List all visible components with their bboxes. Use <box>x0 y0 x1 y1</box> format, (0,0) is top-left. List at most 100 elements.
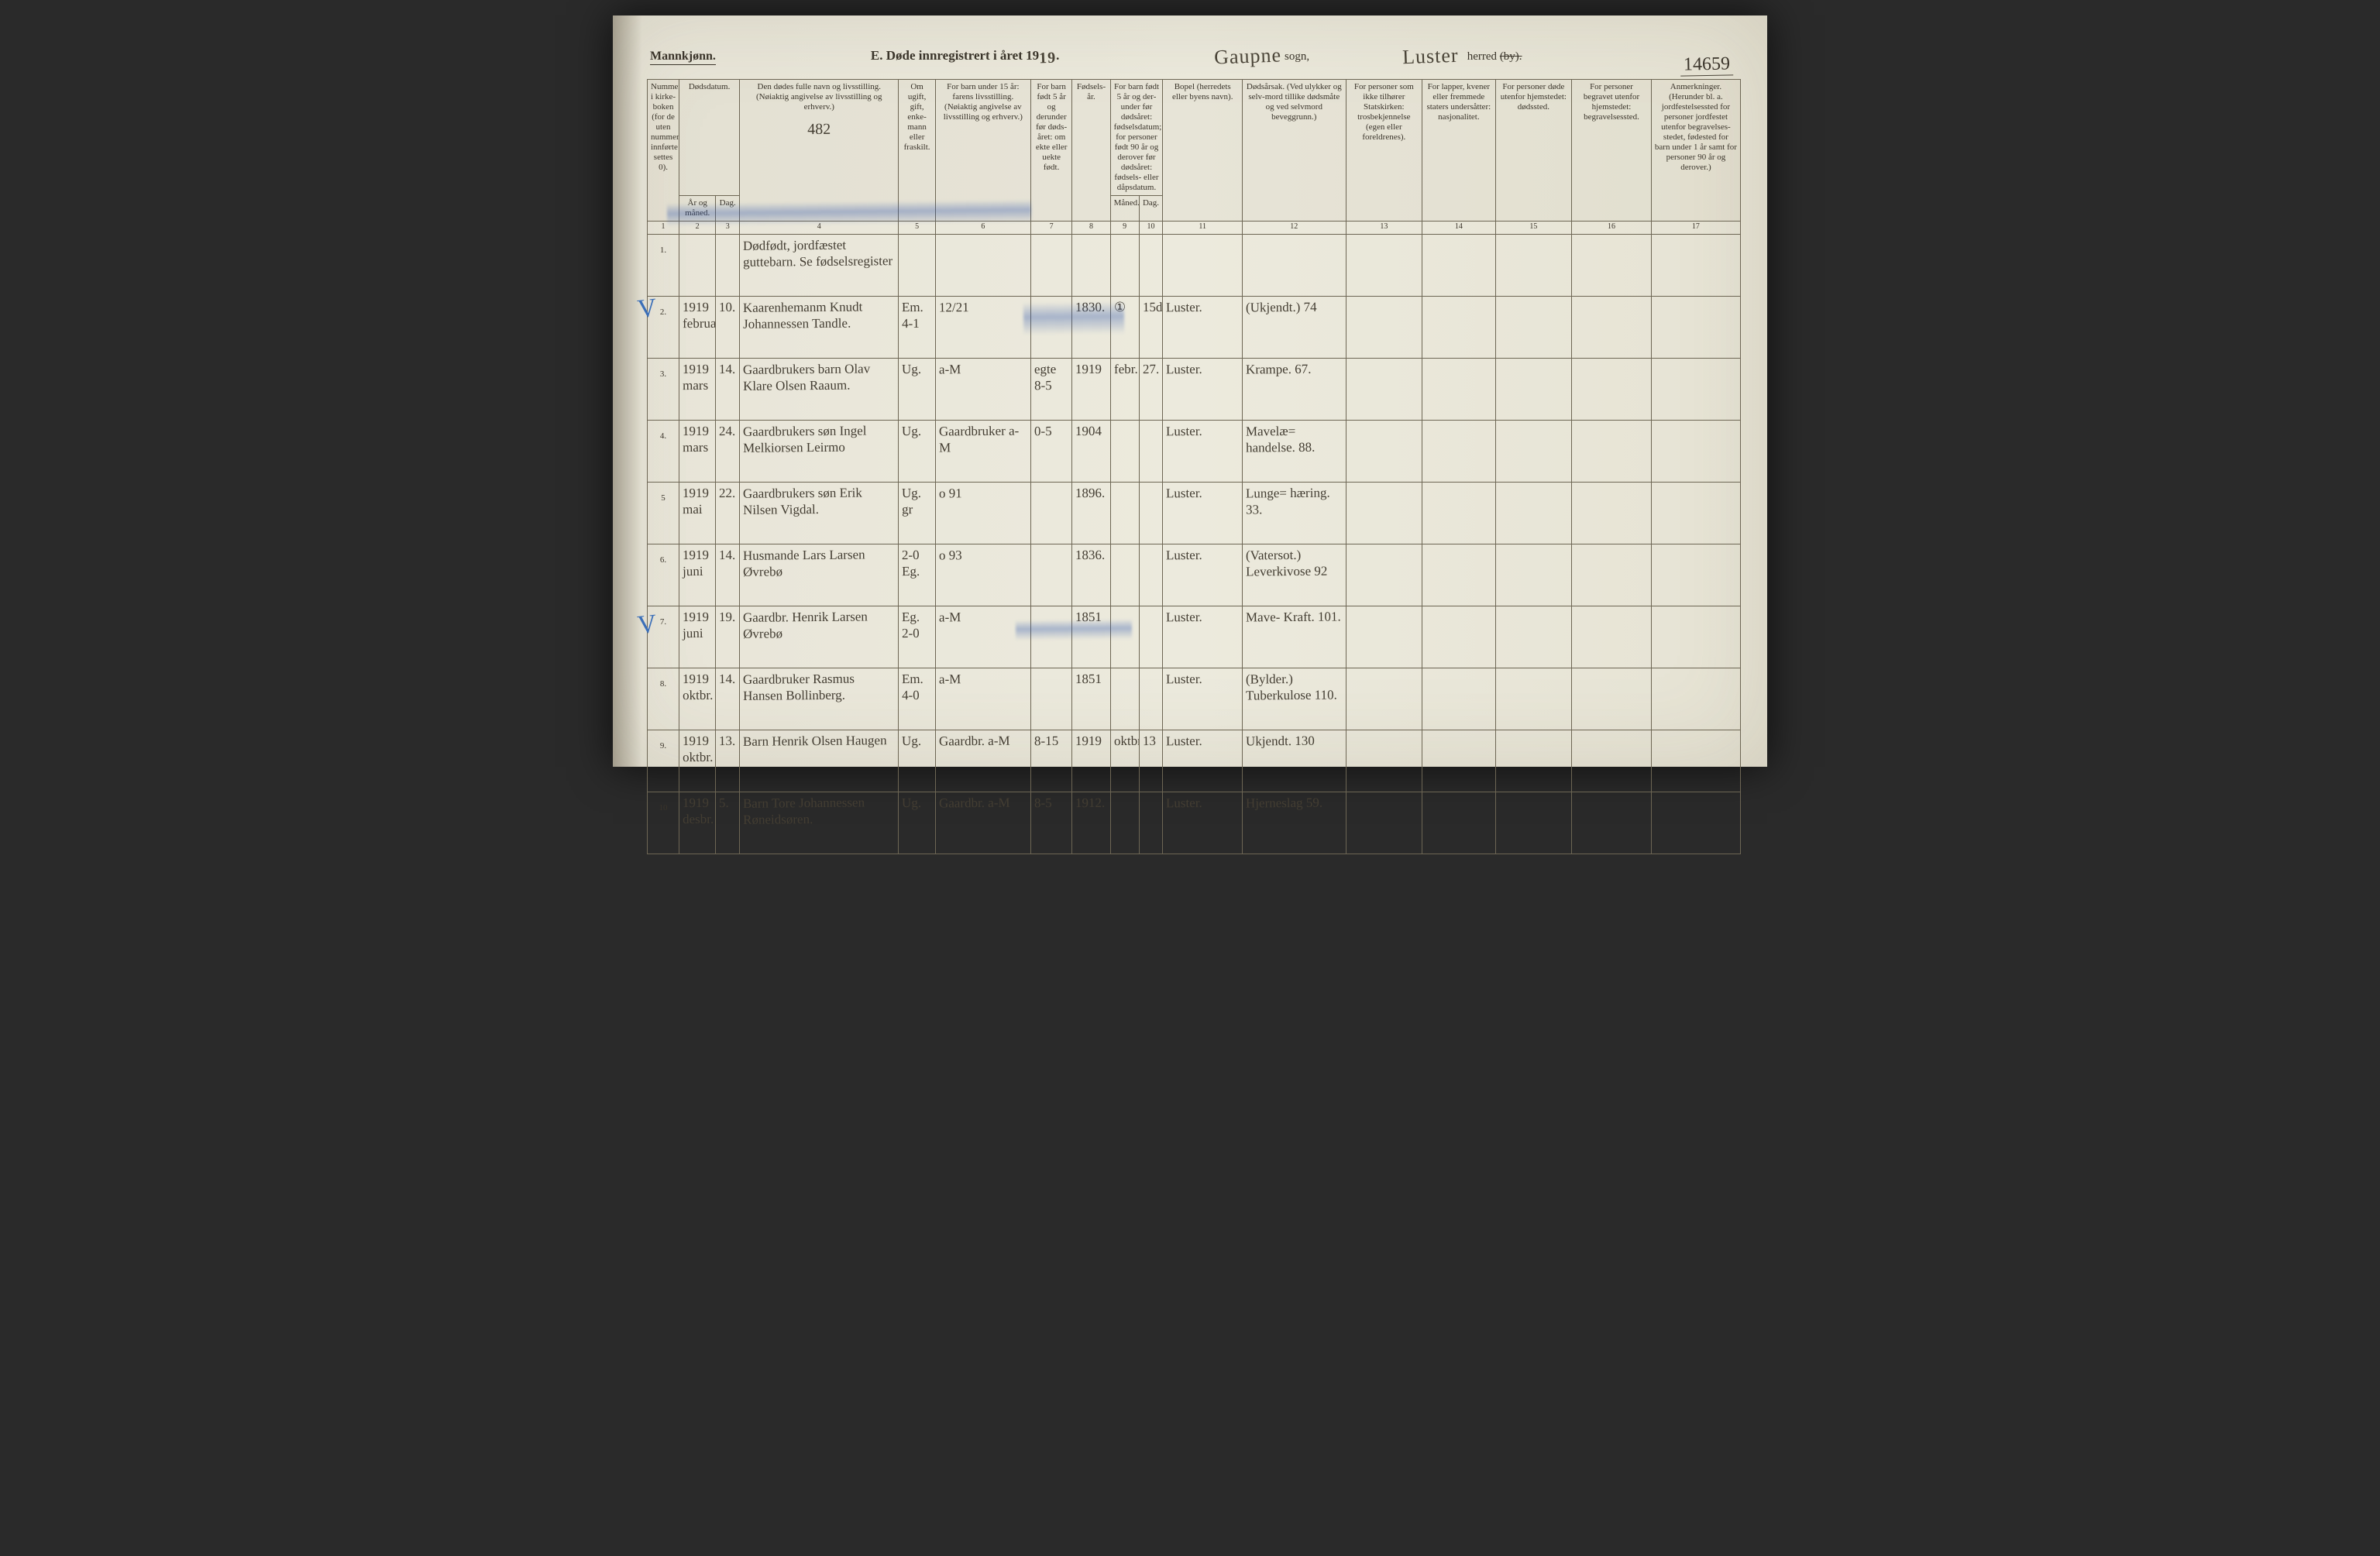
father-occupation-text: Gaardbr. a-M <box>939 794 1027 811</box>
colnum: 10 <box>1139 221 1163 234</box>
father-occupation: o 93 <box>935 544 1030 606</box>
residence: Luster. <box>1163 668 1243 730</box>
table-row: 51919 mai22.Gaardbrukers søn Erik Nilsen… <box>648 482 1741 544</box>
ledger-number: 482 <box>743 119 896 140</box>
ledger-table: Nummer i kirke-boken (for de uten nummer… <box>647 79 1741 854</box>
death-place <box>1495 544 1572 606</box>
burial-place <box>1572 668 1652 730</box>
marital-status-text: Ug. <box>902 732 931 749</box>
birth-year-text: 1896. <box>1075 484 1106 501</box>
cause-of-death-text: Lunge= hæring. 33. <box>1246 484 1343 518</box>
confession <box>1346 668 1422 730</box>
parish-field: Gaupne sogn, <box>1214 42 1309 65</box>
birth-month: febr. <box>1110 358 1139 420</box>
name-occupation-text: Gaardbrukers barn Olav Klare Olsen Raaum… <box>743 360 896 394</box>
cause-of-death-text: Krampe. 67. <box>1246 360 1343 377</box>
colnum: 12 <box>1243 221 1346 234</box>
residence: Luster. <box>1163 544 1243 606</box>
confession <box>1346 358 1422 420</box>
confession <box>1346 606 1422 668</box>
legitimate <box>1030 668 1071 730</box>
cause-of-death-text: Mave- Kraft. 101. <box>1246 608 1343 625</box>
marital-status <box>899 234 935 296</box>
table-row: 101919 desbr.5.Barn Tore Johannessen Røn… <box>648 792 1741 854</box>
death-year-month-text: 1919 oktbr. <box>683 732 713 765</box>
death-year-month-text: 1919 desbr. <box>683 794 713 827</box>
cause-of-death-text: Hjerneslag 59. <box>1246 794 1343 811</box>
legitimate <box>1030 606 1071 668</box>
death-day: 13. <box>716 730 740 792</box>
remarks <box>1651 234 1740 296</box>
cause-of-death <box>1243 234 1346 296</box>
residence-text: Luster. <box>1166 422 1239 439</box>
birth-year-text: 1919 <box>1075 732 1106 749</box>
column-number-row: 1 2 3 4 5 6 7 8 9 10 11 12 13 14 15 16 1… <box>648 221 1741 234</box>
row-number-text: 9. <box>660 741 666 751</box>
marital-status: Ug. <box>899 358 935 420</box>
birth-year: 1919 <box>1072 358 1110 420</box>
page-header: Mannkjønn. E. Døde innregistrert i året … <box>647 37 1741 79</box>
row-number: 10 <box>648 792 679 854</box>
residence: Luster. <box>1163 792 1243 854</box>
nationality <box>1422 792 1495 854</box>
parish-hand: Gaupne <box>1214 43 1282 69</box>
legitimate <box>1030 296 1071 358</box>
residence: Luster. <box>1163 482 1243 544</box>
marital-status-text: Ug. <box>902 360 931 377</box>
legitimate-text: 8-5 <box>1034 794 1069 811</box>
death-year-month-text: 1919 februar <box>683 298 713 331</box>
name-occupation-text: Kaarenhemanm Knudt Johannessen Tandle. <box>743 298 896 332</box>
name-occupation: Gaardbr. Henrik Larsen Øvrebø <box>740 606 899 668</box>
name-occupation-text: Gaardbrukers søn Ingel Melkiorsen Leirmo <box>743 422 896 456</box>
confession <box>1346 544 1422 606</box>
death-place <box>1495 792 1572 854</box>
residence-text: Luster. <box>1166 608 1239 625</box>
death-day-text: 10. <box>719 298 736 314</box>
col-16-head: For personer begravet utenfor hjemstedet… <box>1572 80 1652 222</box>
birth-month-text: ① <box>1114 298 1136 314</box>
death-day: 14. <box>716 668 740 730</box>
death-day: 14. <box>716 544 740 606</box>
father-occupation-text: Gaardbruker a-M <box>939 422 1028 455</box>
father-occupation-text: o 91 <box>939 484 1027 501</box>
nationality <box>1422 730 1495 792</box>
death-year-month: 1919 juni <box>679 606 716 668</box>
birth-day-text: 13 <box>1142 732 1159 748</box>
death-year-month-text: 1919 juni <box>683 608 713 641</box>
row-number: 2. <box>648 296 679 358</box>
birth-day-text: 15d <box>1142 298 1159 314</box>
col-13-head: For personer som ikke tilhører Statskirk… <box>1346 80 1422 222</box>
confession <box>1346 420 1422 482</box>
birth-day <box>1139 544 1163 606</box>
col-8-head: Fødsels-år. <box>1072 80 1110 222</box>
colnum: 7 <box>1030 221 1071 234</box>
marital-status: Em. 4-1 <box>899 296 935 358</box>
marital-status-text: Ug. gr <box>902 484 932 517</box>
death-place <box>1495 668 1572 730</box>
colnum: 2 <box>679 221 716 234</box>
birth-day <box>1139 234 1163 296</box>
cause-of-death: Mavelæ= handelse. 88. <box>1243 420 1346 482</box>
row-number-text: 2. <box>660 307 666 317</box>
residence-text: Luster. <box>1166 732 1239 749</box>
birth-month <box>1110 234 1139 296</box>
death-year-month-text: 1919 juni <box>683 546 713 579</box>
remarks <box>1651 730 1740 792</box>
name-occupation: Barn Henrik Olsen Haugen <box>740 730 899 792</box>
death-day: 24. <box>716 420 740 482</box>
colnum: 4 <box>740 221 899 234</box>
confession <box>1346 730 1422 792</box>
colnum: 15 <box>1495 221 1572 234</box>
name-occupation: Dødfødt, jordfæstet guttebarn. Se fødsel… <box>740 234 899 296</box>
name-occupation: Barn Tore Johannessen Røneidsøren. <box>740 792 899 854</box>
col-14-head: For lapper, kvener eller fremmede stater… <box>1422 80 1495 222</box>
colnum: 1 <box>648 221 679 234</box>
col-4-label: Den dødes fulle navn og livsstilling. (N… <box>756 82 882 112</box>
birth-day <box>1139 606 1163 668</box>
birth-year: 1904 <box>1072 420 1110 482</box>
burial-place <box>1572 234 1652 296</box>
row-number: 6. <box>648 544 679 606</box>
remarks <box>1651 606 1740 668</box>
row-number: 9. <box>648 730 679 792</box>
nationality <box>1422 482 1495 544</box>
